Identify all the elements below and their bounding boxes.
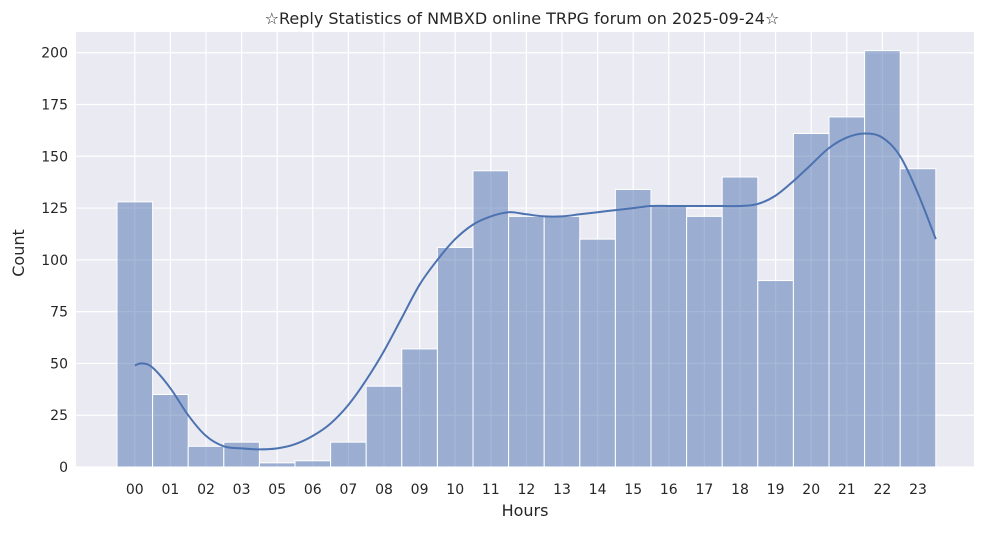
x-tick-label: 15 bbox=[624, 482, 642, 498]
y-tick-label: 50 bbox=[50, 356, 68, 372]
x-tick-label: 03 bbox=[233, 482, 251, 498]
x-tick-label: 02 bbox=[197, 482, 215, 498]
bar-hour-17 bbox=[686, 215, 723, 468]
x-tick-label: 07 bbox=[339, 482, 357, 498]
y-tick-label: 75 bbox=[50, 305, 68, 321]
bar-hour-02 bbox=[187, 445, 225, 468]
x-tick-label: 11 bbox=[482, 482, 500, 498]
bar-hour-20 bbox=[792, 133, 830, 468]
bar-hour-08 bbox=[365, 385, 403, 468]
bar-hour-16 bbox=[650, 205, 688, 468]
x-tick-label: 00 bbox=[126, 482, 144, 498]
x-tick-label: 12 bbox=[517, 482, 535, 498]
bar-hour-12 bbox=[508, 215, 545, 468]
x-tick-label: 20 bbox=[802, 482, 820, 498]
bar-hour-11 bbox=[472, 170, 510, 468]
x-tick-label: 22 bbox=[873, 482, 891, 498]
x-tick-label: 14 bbox=[589, 482, 607, 498]
bar-hour-15 bbox=[614, 188, 652, 468]
bar-hour-21 bbox=[828, 116, 866, 468]
bar-hour-23 bbox=[899, 168, 937, 468]
x-tick-label: 17 bbox=[695, 482, 713, 498]
x-axis-label: Hours bbox=[502, 501, 549, 520]
bar-hour-00 bbox=[116, 201, 154, 468]
bar-hour-03 bbox=[223, 441, 260, 468]
x-tick-label: 18 bbox=[731, 482, 749, 498]
x-tick-label: 13 bbox=[553, 482, 571, 498]
x-tick-label: 16 bbox=[660, 482, 678, 498]
bar-hour-07 bbox=[330, 441, 367, 468]
y-tick-label: 150 bbox=[41, 149, 68, 165]
y-axis-label: Count bbox=[9, 229, 28, 277]
y-tick-label: 175 bbox=[41, 98, 68, 114]
bar-hour-01 bbox=[152, 394, 189, 468]
x-tick-label: 08 bbox=[375, 482, 393, 498]
x-tick-label: 10 bbox=[446, 482, 464, 498]
bar-hour-14 bbox=[579, 238, 616, 468]
x-tick-label: 06 bbox=[304, 482, 322, 498]
bar-hour-09 bbox=[401, 348, 438, 468]
x-tick-label: 01 bbox=[161, 482, 179, 498]
y-tick-label: 125 bbox=[41, 201, 68, 217]
x-tick-label: 23 bbox=[909, 482, 927, 498]
bar-hour-19 bbox=[757, 280, 794, 468]
y-tick-label: 200 bbox=[41, 46, 68, 62]
kde-curve bbox=[134, 132, 937, 451]
x-tick-label: 09 bbox=[411, 482, 429, 498]
chart-title: ☆Reply Statistics of NMBXD online TRPG f… bbox=[265, 9, 780, 28]
bar-layer bbox=[116, 50, 937, 468]
x-tick-labels: 00 01 02 03 05 06 07 08 09 10 11 12 13 14 15 16 17 18 19 20… bbox=[126, 482, 927, 498]
bar-hour-06 bbox=[294, 460, 332, 468]
bar-hour-18 bbox=[721, 176, 759, 468]
x-tick-label: 21 bbox=[838, 482, 856, 498]
bar-hour-22 bbox=[864, 50, 901, 468]
y-tick-label: 25 bbox=[50, 408, 68, 424]
y-tick-labels: 0 25 50 75 100 125 150 175 200 bbox=[41, 46, 68, 476]
y-tick-label: 100 bbox=[41, 253, 68, 269]
x-tick-label: 19 bbox=[767, 482, 785, 498]
bar-hour-05 bbox=[258, 462, 296, 468]
y-tick-label: 0 bbox=[59, 460, 68, 476]
bar-hour-13 bbox=[543, 215, 581, 468]
x-tick-label: 05 bbox=[268, 482, 286, 498]
bar-hour-10 bbox=[436, 246, 474, 468]
